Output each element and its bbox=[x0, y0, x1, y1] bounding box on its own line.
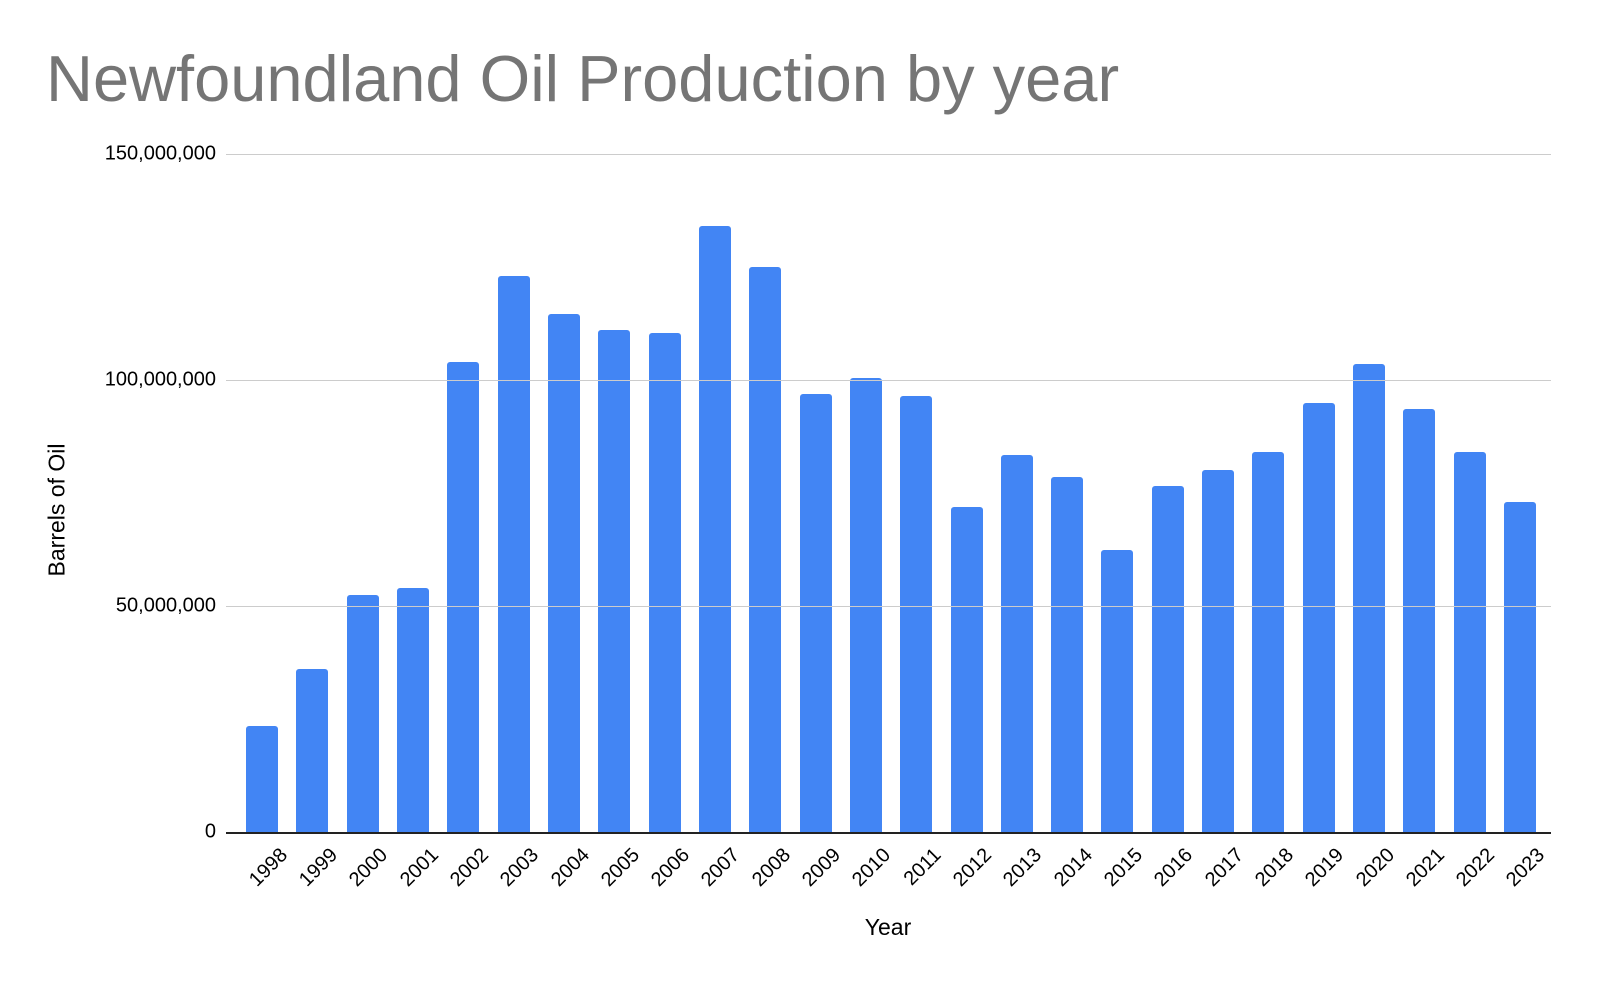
bar-2023[interactable] bbox=[1503, 502, 1536, 832]
bar-2013[interactable] bbox=[1000, 454, 1033, 832]
x-tick-label-2005: 2005 bbox=[596, 844, 644, 892]
x-tick-label-2016: 2016 bbox=[1150, 844, 1198, 892]
x-tick-label-2011: 2011 bbox=[899, 844, 946, 890]
bar-2006[interactable] bbox=[648, 332, 681, 832]
bar-slot-2007: 2007 bbox=[690, 154, 745, 891]
bar-2015[interactable] bbox=[1101, 549, 1134, 832]
bar-slot-2001: 2001 bbox=[388, 154, 443, 891]
x-tick-label-2009: 2009 bbox=[798, 844, 846, 892]
x-tick-label-2006: 2006 bbox=[647, 844, 695, 892]
bar-2010[interactable] bbox=[849, 377, 882, 832]
bar-slot-2008: 2008 bbox=[740, 154, 795, 891]
bar-slot-2005: 2005 bbox=[589, 154, 644, 891]
y-tick-label-150000000: 150,000,000 bbox=[104, 142, 216, 165]
x-tick-label-2002: 2002 bbox=[445, 844, 493, 892]
bar-2008[interactable] bbox=[749, 267, 782, 832]
bar-slot-2009: 2009 bbox=[790, 154, 845, 891]
bar-2011[interactable] bbox=[900, 395, 933, 832]
y-tick-label-0: 0 bbox=[204, 820, 216, 843]
x-axis-title: Year bbox=[864, 914, 912, 940]
x-tick-label-2013: 2013 bbox=[999, 844, 1047, 892]
bar-slot-2013: 2013 bbox=[992, 154, 1046, 891]
bar-1999[interactable] bbox=[296, 669, 329, 832]
bar-slot-2016: 2016 bbox=[1143, 154, 1197, 891]
bar-2000[interactable] bbox=[346, 594, 379, 832]
x-tick-label-2021: 2021 bbox=[1401, 844, 1449, 892]
x-tick-label-2022: 2022 bbox=[1452, 844, 1500, 892]
gridline-150000000 bbox=[226, 154, 1551, 155]
x-tick-label-1999: 1999 bbox=[295, 844, 343, 892]
bar-slot-1998: 1998 bbox=[237, 154, 292, 891]
x-tick-label-1998: 1998 bbox=[244, 844, 292, 892]
bar-slot-2023: 2023 bbox=[1495, 154, 1550, 891]
x-tick-label-2014: 2014 bbox=[1049, 844, 1097, 892]
bar-2005[interactable] bbox=[598, 330, 631, 832]
gridline-50000000 bbox=[226, 606, 1551, 607]
x-tick-label-2008: 2008 bbox=[747, 844, 795, 892]
x-tick-label-2017: 2017 bbox=[1200, 844, 1248, 892]
y-tick-label-50000000: 50,000,000 bbox=[115, 594, 216, 617]
x-tick-label-2012: 2012 bbox=[949, 844, 997, 892]
x-tick-label-2015: 2015 bbox=[1100, 844, 1148, 892]
bar-slot-2010: 2010 bbox=[841, 154, 895, 891]
bar-2012[interactable] bbox=[950, 506, 983, 832]
bar-slot-2020: 2020 bbox=[1344, 154, 1399, 891]
bar-slot-2012: 2012 bbox=[941, 154, 996, 891]
bar-2016[interactable] bbox=[1151, 486, 1184, 832]
x-tick-label-2023: 2023 bbox=[1502, 844, 1550, 892]
bar-2017[interactable] bbox=[1202, 470, 1235, 832]
x-tick-label-2001: 2001 bbox=[395, 844, 443, 892]
x-tick-label-2010: 2010 bbox=[848, 844, 896, 892]
bar-slot-2014: 2014 bbox=[1042, 154, 1097, 891]
bar-1998[interactable] bbox=[246, 725, 279, 832]
bar-2018[interactable] bbox=[1252, 452, 1285, 832]
bar-slot-2022: 2022 bbox=[1445, 154, 1499, 891]
bars-container: 1998 1999 2000 2001 2002 2003 2004 2005 2006 2007… bbox=[226, 154, 1551, 891]
x-tick-label-2007: 2007 bbox=[697, 844, 745, 892]
x-tick-label-2003: 2003 bbox=[496, 844, 544, 892]
bar-slot-2006: 2006 bbox=[640, 154, 694, 891]
plot-area: 1998 1999 2000 2001 2002 2003 2004 2005 2006 2007… bbox=[105, 143, 1551, 891]
bar-slot-2011: 2011 bbox=[891, 154, 946, 890]
bar-2002[interactable] bbox=[447, 361, 480, 832]
x-tick-label-2004: 2004 bbox=[546, 844, 594, 892]
bar-slot-2015: 2015 bbox=[1092, 154, 1147, 891]
bar-slot-2017: 2017 bbox=[1193, 154, 1248, 891]
bar-2014[interactable] bbox=[1051, 477, 1084, 832]
x-tick-label-2019: 2019 bbox=[1301, 844, 1349, 892]
x-tick-label-2000: 2000 bbox=[345, 844, 393, 892]
bar-slot-2000: 2000 bbox=[338, 154, 392, 891]
x-tick-label-2018: 2018 bbox=[1250, 844, 1298, 892]
bar-2022[interactable] bbox=[1453, 452, 1486, 832]
bar-2007[interactable] bbox=[698, 226, 731, 832]
y-tick-label-100000000: 100,000,000 bbox=[104, 368, 216, 391]
chart-title: Newfoundland Oil Production by year bbox=[46, 42, 1120, 115]
bar-slot-2004: 2004 bbox=[539, 154, 594, 891]
bar-slot-1999: 1999 bbox=[287, 154, 342, 891]
bar-2009[interactable] bbox=[799, 393, 832, 832]
y-axis-title: Barrels of Oil bbox=[43, 443, 70, 577]
bar-2003[interactable] bbox=[497, 276, 530, 832]
bar-slot-2002: 2002 bbox=[438, 154, 493, 891]
bar-2001[interactable] bbox=[397, 587, 430, 832]
bar-2020[interactable] bbox=[1353, 364, 1386, 832]
x-tick-label-2020: 2020 bbox=[1351, 844, 1399, 892]
bar-slot-2018: 2018 bbox=[1243, 154, 1298, 891]
bar-slot-2019: 2019 bbox=[1294, 154, 1348, 891]
bar-2019[interactable] bbox=[1302, 402, 1335, 832]
bar-slot-2021: 2021 bbox=[1394, 154, 1449, 891]
gridline-100000000 bbox=[226, 380, 1551, 381]
bar-slot-2003: 2003 bbox=[489, 154, 543, 891]
bar-2004[interactable] bbox=[548, 314, 581, 832]
bar-2021[interactable] bbox=[1403, 409, 1436, 832]
